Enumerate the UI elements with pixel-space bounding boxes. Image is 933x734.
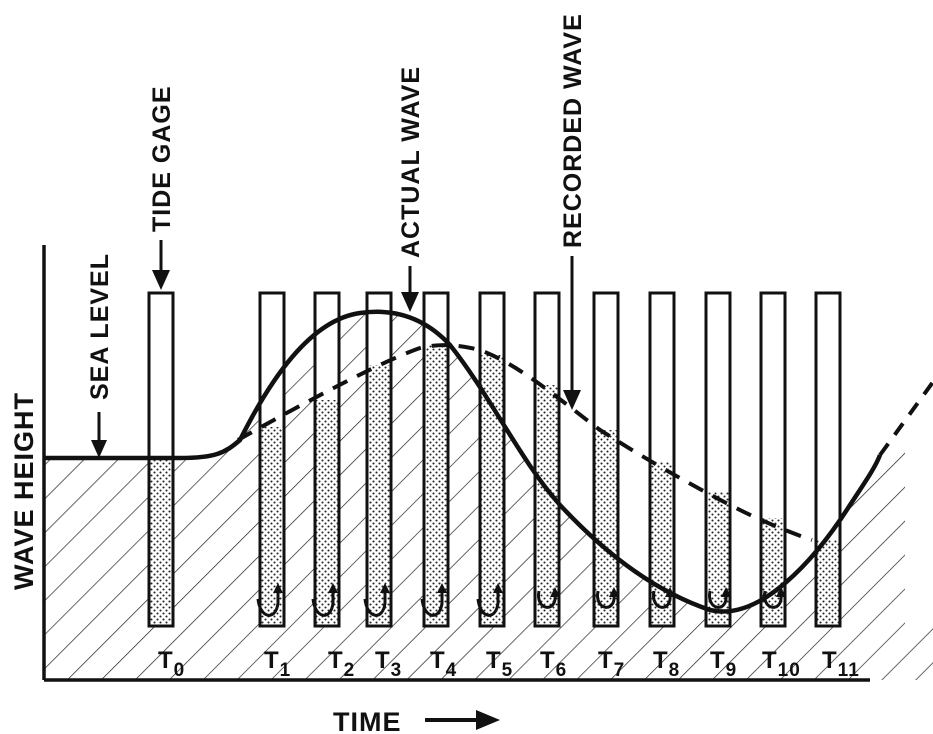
gage-column-water: [316, 400, 338, 625]
flow-arrow-head: [776, 587, 786, 597]
flow-arrow-head: [721, 587, 731, 597]
flow-arrows: [256, 583, 786, 617]
flow-arrow: [652, 590, 672, 609]
time-label-subscript: 4: [446, 660, 458, 681]
flow-arrow: [311, 591, 335, 617]
flow-arrow: [596, 590, 616, 609]
recorded-wave-curve: [237, 343, 813, 542]
gage-column: [365, 291, 393, 628]
sea-level-arrow-head: [91, 440, 107, 458]
flow-arrow: [476, 591, 500, 617]
time-label-subscript: 3: [391, 660, 403, 681]
time-label-subscript: 5: [502, 660, 514, 681]
time-label-subscript: 1: [280, 660, 292, 681]
gage-column: [814, 291, 842, 628]
gage-column: [759, 291, 787, 628]
time-label-subscript: 11: [838, 660, 860, 681]
recorded-wave-extension: [878, 380, 933, 457]
gage-column: [592, 291, 620, 628]
gage-column: [648, 291, 676, 628]
gage-column-water: [261, 427, 283, 625]
flow-arrow-head: [437, 583, 447, 593]
recorded-wave-arrow-head: [563, 390, 581, 410]
gage-column-water: [817, 540, 839, 625]
flow-arrow-head: [380, 583, 390, 593]
gage-column-water: [707, 492, 729, 625]
gage-column-water: [595, 430, 617, 625]
time-label-subscript: 9: [726, 660, 738, 681]
flow-arrow-head: [493, 583, 503, 593]
time-label-subscript: 0: [174, 660, 186, 681]
flow-arrow-head: [550, 587, 560, 597]
gage-column-water: [368, 365, 390, 625]
gage-column: [704, 291, 732, 628]
flow-arrow: [763, 590, 783, 609]
sea-level-label: SEA LEVEL: [86, 253, 114, 400]
actual-wave-label: ACTUAL WAVE: [397, 66, 425, 258]
flow-arrow: [537, 590, 557, 609]
gage-column-water: [481, 355, 503, 625]
time-labels: T0 T1 T2 T3 T4 T5 T6 T7 T8 T9 T10 T11: [158, 647, 860, 681]
actual-wave-curve: [44, 309, 883, 614]
gage-column: [258, 291, 286, 628]
flow-arrow-head: [328, 583, 338, 593]
time-label-subscript: 2: [344, 660, 356, 681]
flow-arrow: [256, 591, 280, 617]
time-label-subscript: 8: [669, 660, 681, 681]
tide-gage-arrow-head: [152, 270, 170, 290]
gage-column-water: [425, 345, 447, 625]
gage-column-water: [150, 458, 172, 625]
gage-column: [533, 291, 561, 628]
recorded-wave-label: RECORDED WAVE: [559, 13, 587, 248]
gage-column: [422, 291, 450, 628]
gage-columns: [147, 291, 842, 628]
time-label-subscript: 7: [614, 660, 626, 681]
gage-column: [478, 291, 506, 628]
flow-arrow-head: [609, 587, 619, 597]
flow-arrow-head: [273, 583, 283, 593]
flow-arrow: [363, 591, 387, 617]
flow-arrow-head: [665, 587, 675, 597]
flow-arrow: [708, 590, 728, 609]
time-label-subscript: 10: [778, 660, 801, 681]
gage-column: [313, 291, 341, 628]
time-label-subscript: 6: [556, 660, 568, 681]
y-axis-label: WAVE HEIGHT: [9, 392, 39, 590]
x-axis-label: TIME: [333, 707, 402, 734]
time-arrow-head: [476, 710, 500, 730]
gage-column-water: [536, 385, 558, 625]
actual-wave-arrow-head: [401, 292, 419, 312]
tide-gage-label: TIDE GAGE: [148, 85, 176, 232]
flow-arrow: [420, 591, 444, 617]
